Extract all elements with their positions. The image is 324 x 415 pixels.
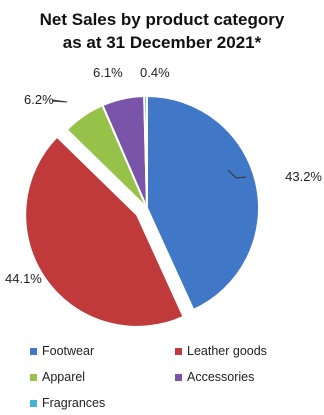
leader-line-apparel [51,99,68,103]
legend-item-leather-goods: Leather goods [175,344,267,358]
data-label-leather-goods: 44.1% [5,271,42,286]
pie-slice-footwear [146,94,260,312]
leader-line-footwear [227,169,247,179]
legend-label-fragrances: Fragrances [42,396,106,410]
data-label-fragrances: 0.4% [140,65,170,80]
legend-swatch-footwear [30,347,37,355]
legend-item-apparel: Apparel [30,370,85,384]
chart-title-line-1: Net Sales by product category [39,10,285,29]
legend-swatch-fragrances [30,399,37,407]
pie-slice-leather-goods [24,135,185,328]
legend-swatch-accessories [175,373,182,381]
legend-label-apparel: Apparel [42,370,86,384]
legend-label-accessories: Accessories [187,370,255,384]
legend-item-fragrances: Fragrances [30,396,105,410]
data-label-footwear: 43.2% [285,169,322,184]
legend-label-leather-goods: Leather goods [187,344,267,358]
legend-label-footwear: Footwear [42,344,95,358]
legend-swatch-leather-goods [175,347,182,355]
pie-slice-fragrances [143,94,148,209]
chart-title: Net Sales by product category as at 31 D… [0,8,324,54]
legend-swatch-apparel [30,373,37,381]
data-label-apparel: 6.2% [24,92,54,107]
legend-item-footwear: Footwear [30,344,94,358]
data-label-accessories: 6.1% [93,65,123,80]
chart-title-line-2: as at 31 December 2021* [62,33,262,52]
legend-item-accessories: Accessories [175,370,254,384]
